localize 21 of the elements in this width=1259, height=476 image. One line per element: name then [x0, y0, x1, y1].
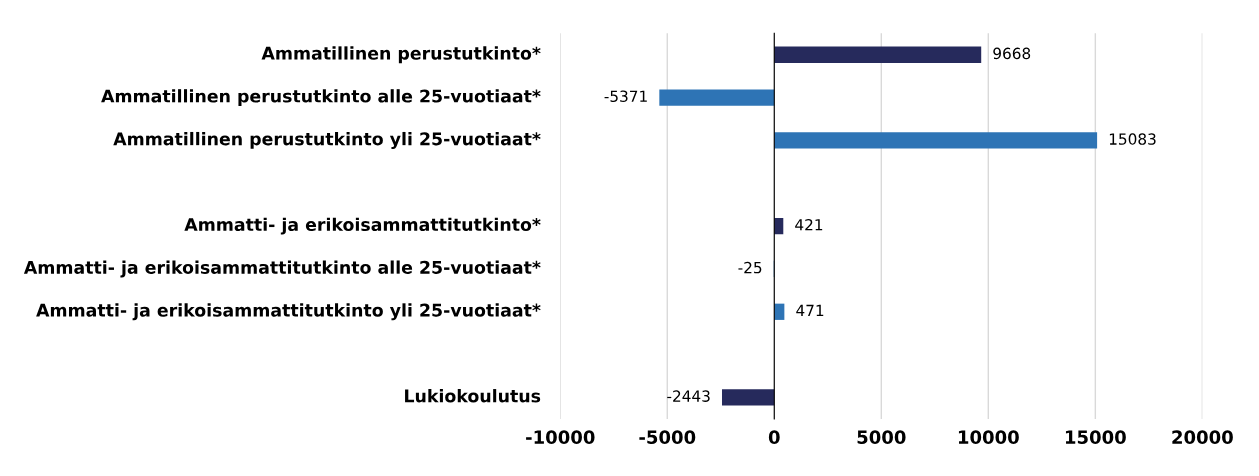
x-tick-label: 10000	[958, 430, 1019, 444]
data-label: -5371	[604, 90, 647, 103]
y-tick-label: Ammatti- ja erikoisammattitutkinto*	[184, 217, 541, 235]
y-tick-label: Ammatti- ja erikoisammattitutkinto alle 25-vuotiaat*	[23, 260, 541, 278]
x-tick-label: 20000	[1172, 430, 1233, 444]
data-label: -2443	[667, 390, 710, 402]
x-tick-label: -5000	[639, 430, 696, 444]
data-label: 15083	[1109, 133, 1156, 145]
data-label: -25	[738, 261, 762, 274]
data-label: 9668	[993, 47, 1031, 60]
data-label: 421	[795, 218, 823, 231]
x-tick-label: -10000	[526, 430, 595, 444]
data-label: 471	[796, 304, 824, 316]
x-tick-label: 5000	[857, 430, 906, 444]
y-tick-label: Ammatti- ja erikoisammattitutkinto yli 25-vuotiaat*	[36, 303, 541, 321]
y-tick-label: Ammatillinen perustutkinto alle 25-vuotiaat*	[101, 89, 541, 106]
y-tick-label: Ammatillinen perustutkinto*	[261, 46, 541, 64]
y-tick-label: Lukiokoulutus	[405, 389, 541, 403]
y-tick-label: Ammatillinen perustutkinto yli 25-vuotiaat*	[113, 131, 541, 149]
x-tick-label: 0	[768, 430, 780, 444]
x-tick-label: 15000	[1065, 430, 1126, 444]
